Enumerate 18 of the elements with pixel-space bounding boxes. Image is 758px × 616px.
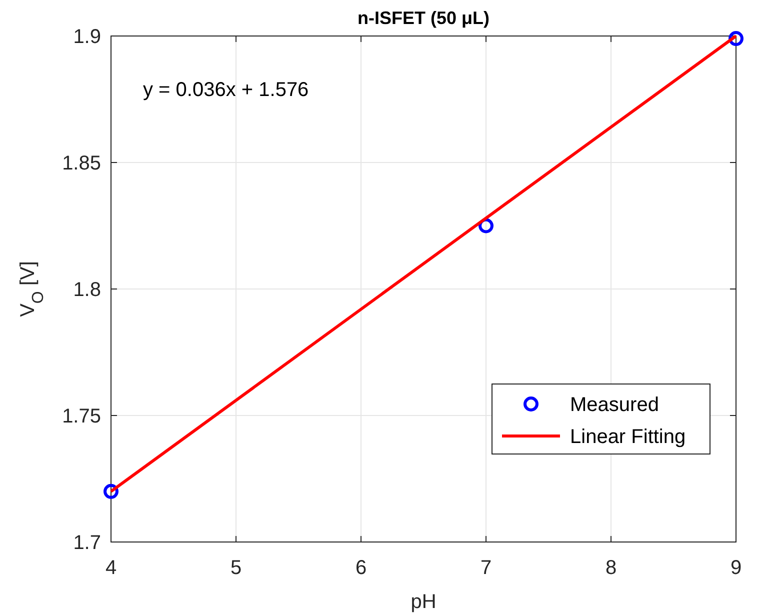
y-tick-label: 1.7 [73, 532, 101, 554]
x-tick-label: 4 [105, 557, 117, 579]
point [728, 31, 744, 46]
legend-label: Linear Fitting [570, 426, 686, 448]
chart-title: n-ISFET (50 μL) [357, 8, 490, 28]
x-tick-label: 8 [605, 557, 617, 579]
annotation: y = 0.036x + 1.576 [143, 79, 309, 101]
y-tick-label: 1.85 [62, 152, 101, 174]
x-tick-label: 6 [355, 557, 367, 579]
y-tick-label: 1.75 [62, 406, 101, 428]
legend-label: Measured [570, 394, 659, 416]
x-tick-label: 5 [230, 557, 242, 579]
point [104, 484, 118, 499]
x-axis-title: pH [410, 591, 436, 613]
x-tick-label: 7 [480, 557, 492, 579]
y-tick-label: 1.9 [73, 26, 101, 48]
y-tick-label: 1.8 [73, 279, 101, 301]
x-tick-label: 9 [730, 557, 742, 579]
